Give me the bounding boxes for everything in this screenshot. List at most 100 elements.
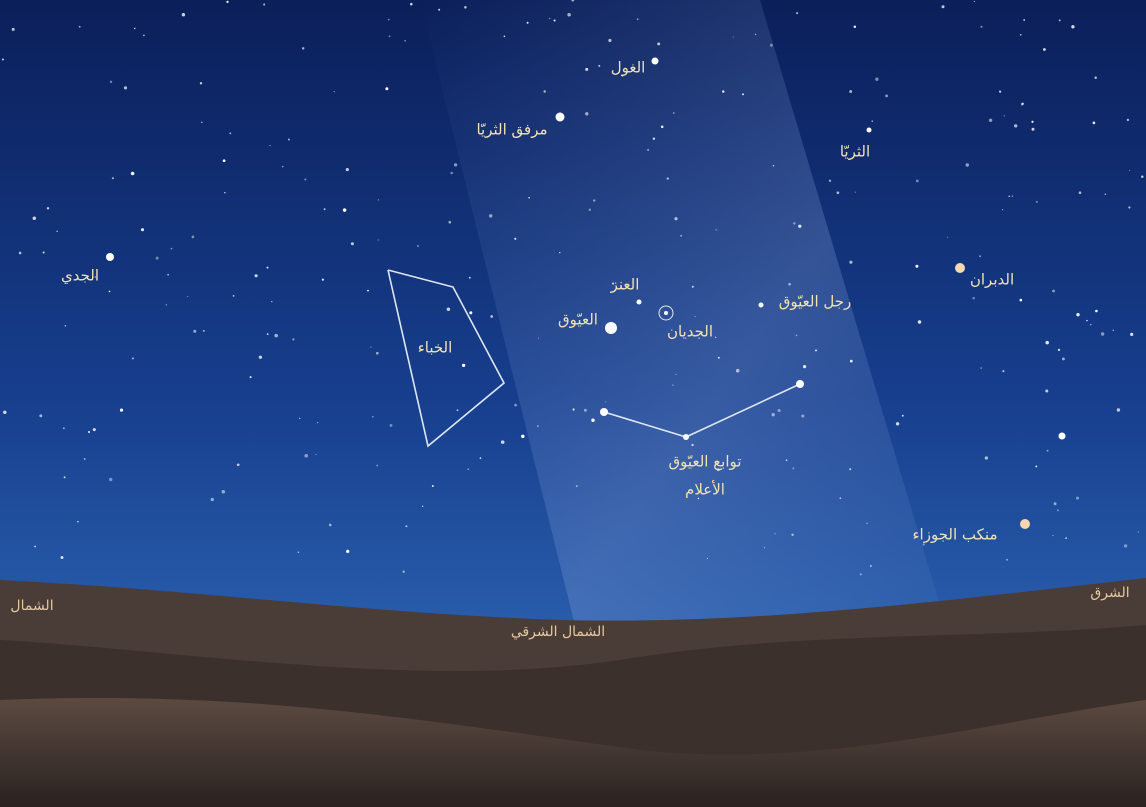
faint-star: [403, 571, 405, 573]
faint-star: [1052, 535, 1053, 536]
faint-star: [93, 428, 96, 431]
faint-star: [109, 478, 112, 481]
faint-star: [288, 139, 290, 141]
faint-star: [786, 459, 788, 461]
faint-star: [854, 26, 857, 29]
faint-star: [489, 214, 493, 218]
faint-star: [567, 13, 571, 17]
faint-star: [514, 238, 516, 240]
star: [652, 58, 659, 65]
faint-star: [985, 456, 988, 459]
faint-star: [722, 90, 724, 92]
sky-scene: الغول مرفق الثريّا الثريّا الجدي العنز ا…: [0, 0, 1146, 807]
faint-star: [647, 149, 649, 151]
faint-star: [3, 411, 6, 414]
faint-star: [1057, 509, 1059, 511]
faint-star: [385, 87, 388, 90]
faint-star: [187, 296, 188, 297]
faint-star: [334, 91, 335, 92]
faint-star: [849, 261, 852, 264]
faint-star: [849, 90, 852, 93]
faint-star: [692, 286, 694, 288]
faint-star: [576, 485, 578, 487]
faint-star: [902, 415, 904, 417]
faint-star: [916, 179, 919, 182]
faint-star: [124, 86, 127, 89]
faint-star: [410, 3, 413, 6]
faint-star: [896, 422, 899, 425]
faint-star: [674, 217, 677, 220]
faint-star: [1076, 497, 1079, 500]
faint-star: [388, 19, 390, 21]
faint-star: [132, 357, 134, 359]
faint-star: [134, 28, 136, 30]
faint-star: [1045, 341, 1049, 345]
faint-star: [947, 237, 948, 238]
faint-star: [378, 239, 379, 240]
faint-star: [774, 533, 775, 534]
faint-star: [1138, 531, 1139, 532]
faint-star: [263, 3, 265, 5]
faint-star: [1105, 193, 1107, 195]
star-label: العيّوق: [558, 311, 598, 329]
faint-star: [1076, 313, 1079, 316]
faint-star: [918, 320, 921, 323]
faint-star: [1129, 170, 1130, 171]
faint-star: [112, 177, 114, 179]
faint-star: [772, 413, 775, 416]
faint-star: [872, 121, 873, 122]
faint-star: [1058, 349, 1060, 351]
star: [955, 263, 965, 273]
faint-star: [282, 166, 284, 168]
faint-star: [462, 364, 465, 367]
faint-star: [222, 490, 226, 494]
faint-star: [2, 58, 4, 60]
faint-star: [980, 367, 982, 369]
faint-star: [405, 525, 407, 527]
direction-label: الشمال الشرقي: [511, 624, 605, 640]
faint-star: [973, 297, 975, 299]
faint-star: [521, 435, 524, 438]
faint-star: [803, 365, 806, 368]
faint-star: [1071, 25, 1074, 28]
faint-star: [653, 137, 655, 139]
faint-star: [166, 304, 167, 305]
star: [664, 311, 668, 315]
faint-star: [537, 425, 539, 427]
faint-star: [250, 376, 252, 378]
faint-star: [469, 311, 472, 314]
faint-star: [736, 369, 740, 373]
faint-star: [796, 335, 798, 337]
faint-star: [1009, 196, 1010, 197]
faint-star: [201, 121, 203, 123]
star: [637, 300, 642, 305]
faint-star: [233, 295, 235, 297]
faint-star: [942, 5, 945, 8]
faint-star: [47, 207, 49, 209]
faint-star: [304, 454, 308, 458]
faint-star: [605, 401, 606, 402]
faint-star: [182, 13, 185, 16]
star: [1059, 433, 1066, 440]
faint-star: [837, 191, 840, 194]
faint-star: [715, 229, 717, 231]
faint-star: [84, 458, 86, 460]
faint-star: [680, 235, 682, 237]
faint-star: [432, 485, 434, 487]
star-label: الجدي: [61, 267, 99, 286]
faint-star: [77, 521, 79, 523]
star: [683, 434, 689, 440]
faint-star: [63, 427, 64, 428]
faint-star: [211, 498, 214, 501]
star: [759, 303, 764, 308]
faint-star: [298, 551, 300, 553]
faint-star: [554, 19, 556, 21]
faint-star: [778, 409, 781, 412]
faint-star: [792, 467, 794, 469]
faint-star: [167, 274, 169, 276]
faint-star: [457, 409, 459, 411]
star: [605, 322, 617, 334]
star-label: الدبران: [970, 271, 1014, 289]
faint-star: [267, 267, 269, 269]
faint-star: [1130, 333, 1133, 336]
